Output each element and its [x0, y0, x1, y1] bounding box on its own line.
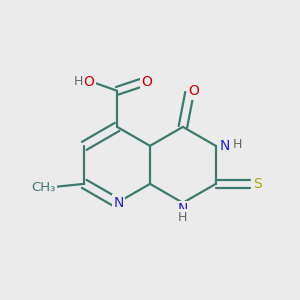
- Text: H: H: [74, 75, 83, 88]
- Text: H: H: [178, 211, 188, 224]
- Text: O: O: [83, 75, 94, 89]
- Text: N: N: [219, 139, 230, 153]
- Text: CH₃: CH₃: [31, 181, 56, 194]
- Text: S: S: [253, 177, 262, 191]
- Text: N: N: [113, 196, 124, 210]
- Text: N: N: [178, 202, 188, 216]
- Text: O: O: [142, 75, 153, 89]
- Text: O: O: [189, 84, 200, 98]
- Text: H: H: [233, 138, 243, 151]
